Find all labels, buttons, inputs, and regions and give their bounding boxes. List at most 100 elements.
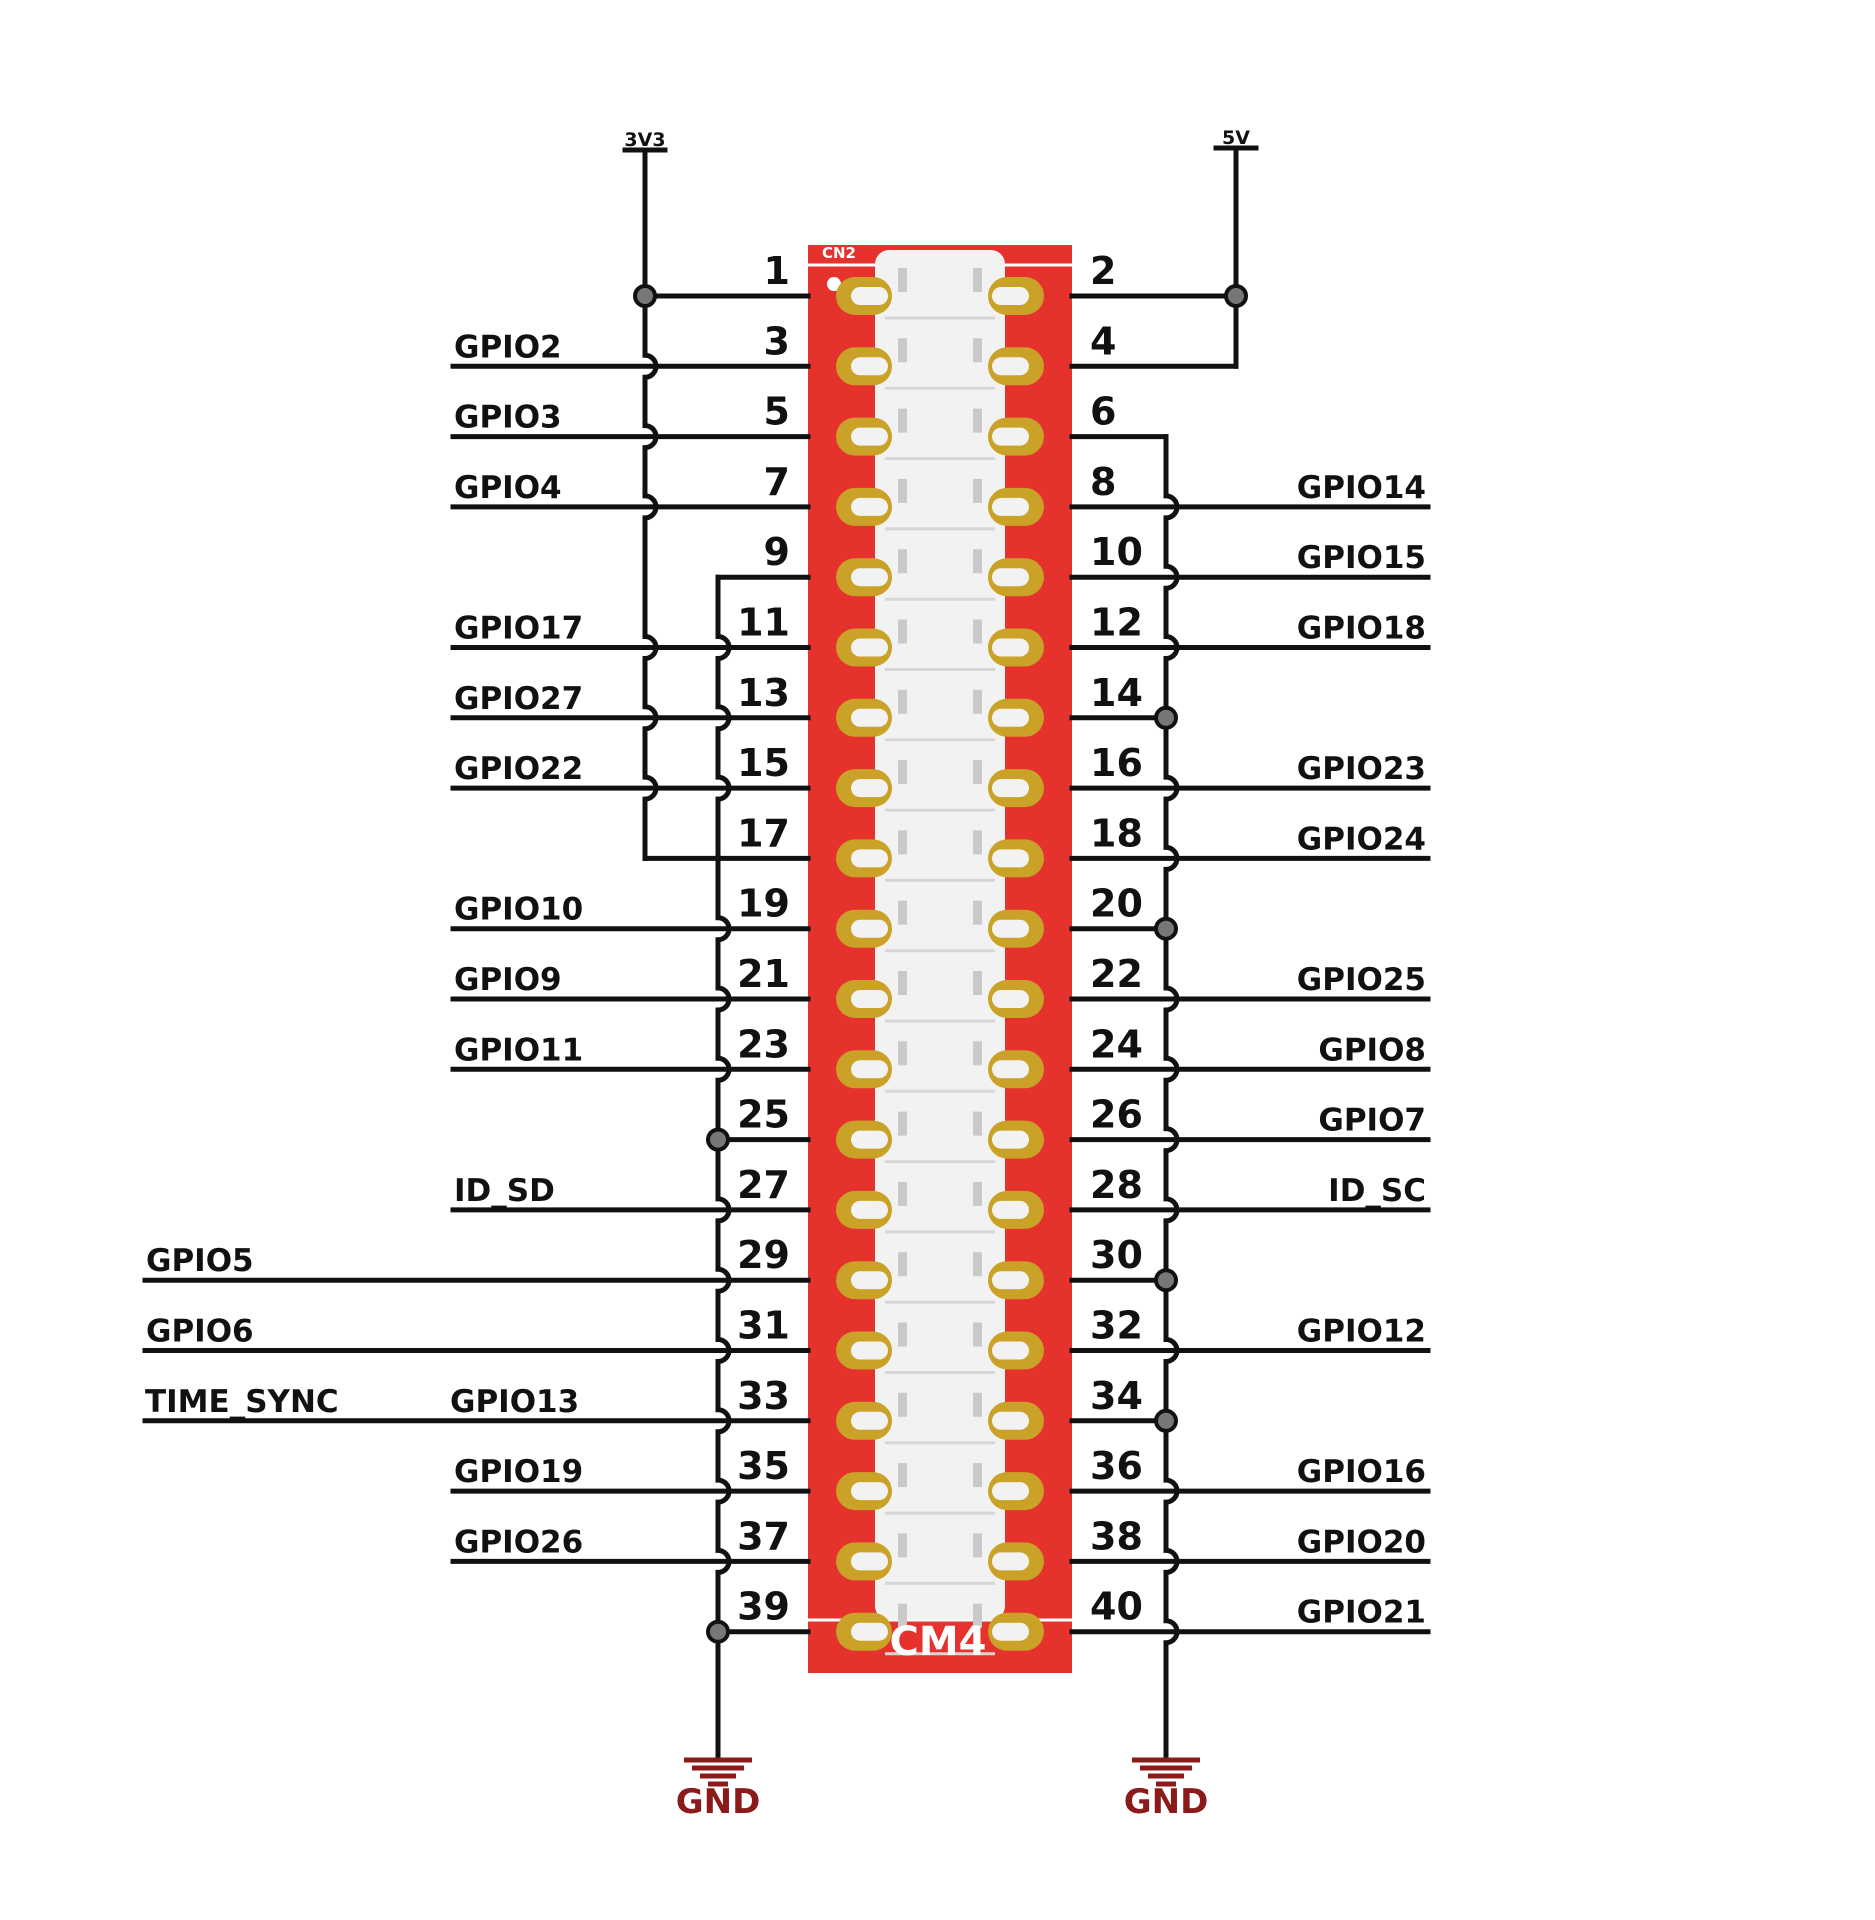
pad-left-hole (851, 1200, 888, 1219)
pin-number-3: 3 (764, 319, 790, 363)
pin-number-16: 16 (1090, 741, 1143, 785)
ground-symbol-right: GND (1124, 1757, 1208, 1822)
pin-stub (973, 1463, 982, 1488)
junction-gnd-right-30 (1154, 1268, 1178, 1293)
pad-right-hole (992, 1622, 1029, 1641)
signal-label-pin-38: GPIO20 (1297, 1524, 1426, 1560)
pin-stub (898, 478, 907, 503)
signal-label-pin-18: GPIO24 (1297, 821, 1426, 857)
junction-5v (1224, 284, 1248, 308)
pad-right-hole (992, 1060, 1029, 1079)
junction-3v3 (633, 284, 657, 308)
pin-stub (898, 549, 907, 574)
signal-label-pin-35: GPIO19 (454, 1454, 583, 1490)
pin-number-27: 27 (737, 1163, 790, 1207)
connector-marking: CN2 (822, 244, 856, 262)
pin-stub (973, 478, 982, 503)
signal-label-pin-3: GPIO2 (454, 329, 562, 365)
signal-label-pin-13: GPIO27 (454, 681, 583, 717)
pad-right-hole (992, 1271, 1029, 1290)
bus-gnd-left (715, 574, 732, 1758)
pin-stub (898, 619, 907, 644)
junction-gnd-right-20 (1154, 916, 1178, 941)
pin-number-36: 36 (1090, 1444, 1143, 1488)
pin-number-40: 40 (1090, 1585, 1143, 1629)
pin-stub (898, 1181, 907, 1206)
signal-label-pin-21: GPIO9 (454, 962, 562, 998)
pad-right-hole (992, 1130, 1029, 1149)
wiring (142, 145, 1431, 1758)
pad-left-hole (851, 357, 888, 376)
signal-label-pin-24: GPIO8 (1318, 1032, 1426, 1068)
pin-stub (973, 689, 982, 714)
pin-number-5: 5 (764, 390, 790, 434)
pad-left-hole (851, 427, 888, 446)
pin-number-33: 33 (737, 1374, 790, 1418)
pad-right-hole (992, 708, 1029, 727)
signal-label-pin-32: GPIO12 (1297, 1314, 1426, 1350)
ground-left-label: GND (676, 1782, 761, 1822)
signal-label-pin-31: GPIO6 (146, 1314, 254, 1350)
rail-3v3: 3V3 (622, 129, 668, 153)
pin-stub (898, 830, 907, 855)
pad-left-hole (851, 287, 888, 305)
pin-number-23: 23 (737, 1022, 790, 1066)
signal-label-pin-28: ID_SC (1328, 1173, 1426, 1209)
junction-gnd-left-39 (706, 1619, 730, 1644)
pin-number-18: 18 (1090, 811, 1143, 855)
pad-left-hole (851, 1622, 888, 1641)
signal-label-pin-8: GPIO14 (1297, 470, 1426, 506)
pad-left-hole (851, 1271, 888, 1290)
bus-3v3 (642, 147, 659, 861)
pin-stub (898, 971, 907, 995)
pin-stub (973, 760, 982, 785)
pin-stub (973, 619, 982, 644)
pin-stub (973, 1392, 982, 1417)
pad-left-hole (851, 990, 888, 1008)
signal-label-pin-29: GPIO5 (146, 1243, 254, 1279)
signal-label-pin-40: GPIO21 (1297, 1595, 1426, 1631)
rail-5v-label: 5V (1222, 127, 1250, 149)
pin-stub (898, 1533, 907, 1558)
pin-stub (973, 1252, 982, 1277)
pad-right-hole (992, 638, 1029, 657)
pad-right-hole (992, 1200, 1029, 1219)
signal-label-pin-22: GPIO25 (1297, 962, 1426, 998)
pin-number-6: 6 (1090, 390, 1116, 434)
pin-number-25: 25 (737, 1093, 790, 1137)
pin-stub (973, 549, 982, 574)
signal-label-pin-10: GPIO15 (1297, 540, 1426, 576)
pad-left-hole (851, 497, 888, 516)
pin-number-39: 39 (737, 1585, 790, 1629)
pin-number-20: 20 (1090, 882, 1143, 926)
pin-number-19: 19 (737, 882, 790, 926)
pad-right-hole (992, 357, 1029, 376)
signal-label-pin-19: GPIO10 (454, 892, 583, 928)
signal-label-pin-5: GPIO3 (454, 400, 562, 436)
pin-header-body (836, 250, 1044, 1656)
signal-label-pin-11: GPIO17 (454, 611, 583, 647)
pin-stub (973, 1322, 982, 1347)
pad-right-hole (992, 1411, 1029, 1430)
pin-stub (973, 408, 982, 433)
signal-label-pin-23: GPIO11 (454, 1032, 583, 1068)
pin-number-9: 9 (764, 530, 790, 574)
pin1-marker-dot (827, 277, 841, 291)
rail-5v: 5V (1213, 127, 1259, 151)
pcb-board: CN2 CM4 (808, 244, 1072, 1673)
pin-number-29: 29 (737, 1233, 790, 1277)
pin-stub (898, 408, 907, 433)
signal-label-pin-16: GPIO23 (1297, 751, 1426, 787)
pin-stub (973, 1111, 982, 1136)
pin-stub (898, 1252, 907, 1277)
pin-stub (898, 268, 907, 292)
pin-number-14: 14 (1090, 671, 1143, 715)
pin-number-4: 4 (1090, 319, 1116, 363)
pin-number-38: 38 (1090, 1514, 1143, 1558)
pin-number-17: 17 (737, 811, 790, 855)
signal-label-pin-37: GPIO26 (454, 1524, 583, 1560)
pin-number-31: 31 (737, 1304, 790, 1348)
pin-number-7: 7 (764, 460, 790, 504)
